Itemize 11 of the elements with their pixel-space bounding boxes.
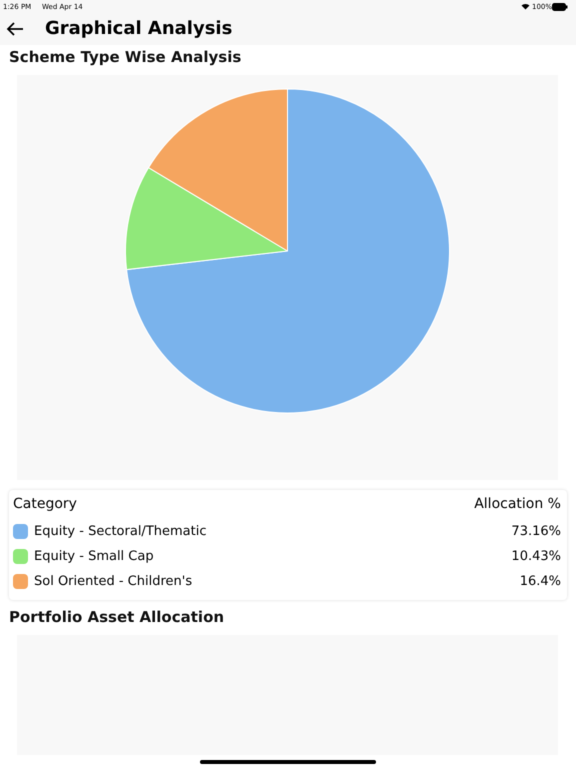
data-label: 10.43% bbox=[511, 548, 561, 564]
legend-label: Equity - Sectoral/Thematic bbox=[34, 524, 206, 538]
data-label: 73.16% bbox=[511, 524, 561, 538]
legend-title: Category bbox=[13, 496, 77, 512]
text: Allocation % bbox=[474, 496, 561, 512]
data-label: 16.4% bbox=[520, 574, 561, 588]
legend-label: Equity - Small Cap bbox=[34, 548, 154, 564]
text: Portfolio Asset Allocation bbox=[9, 608, 224, 626]
chart-title: Scheme Type Wise Analysis bbox=[9, 48, 242, 66]
legend-label: Sol Oriented - Children's bbox=[34, 574, 192, 588]
text: Graphical Analysis bbox=[45, 18, 232, 39]
